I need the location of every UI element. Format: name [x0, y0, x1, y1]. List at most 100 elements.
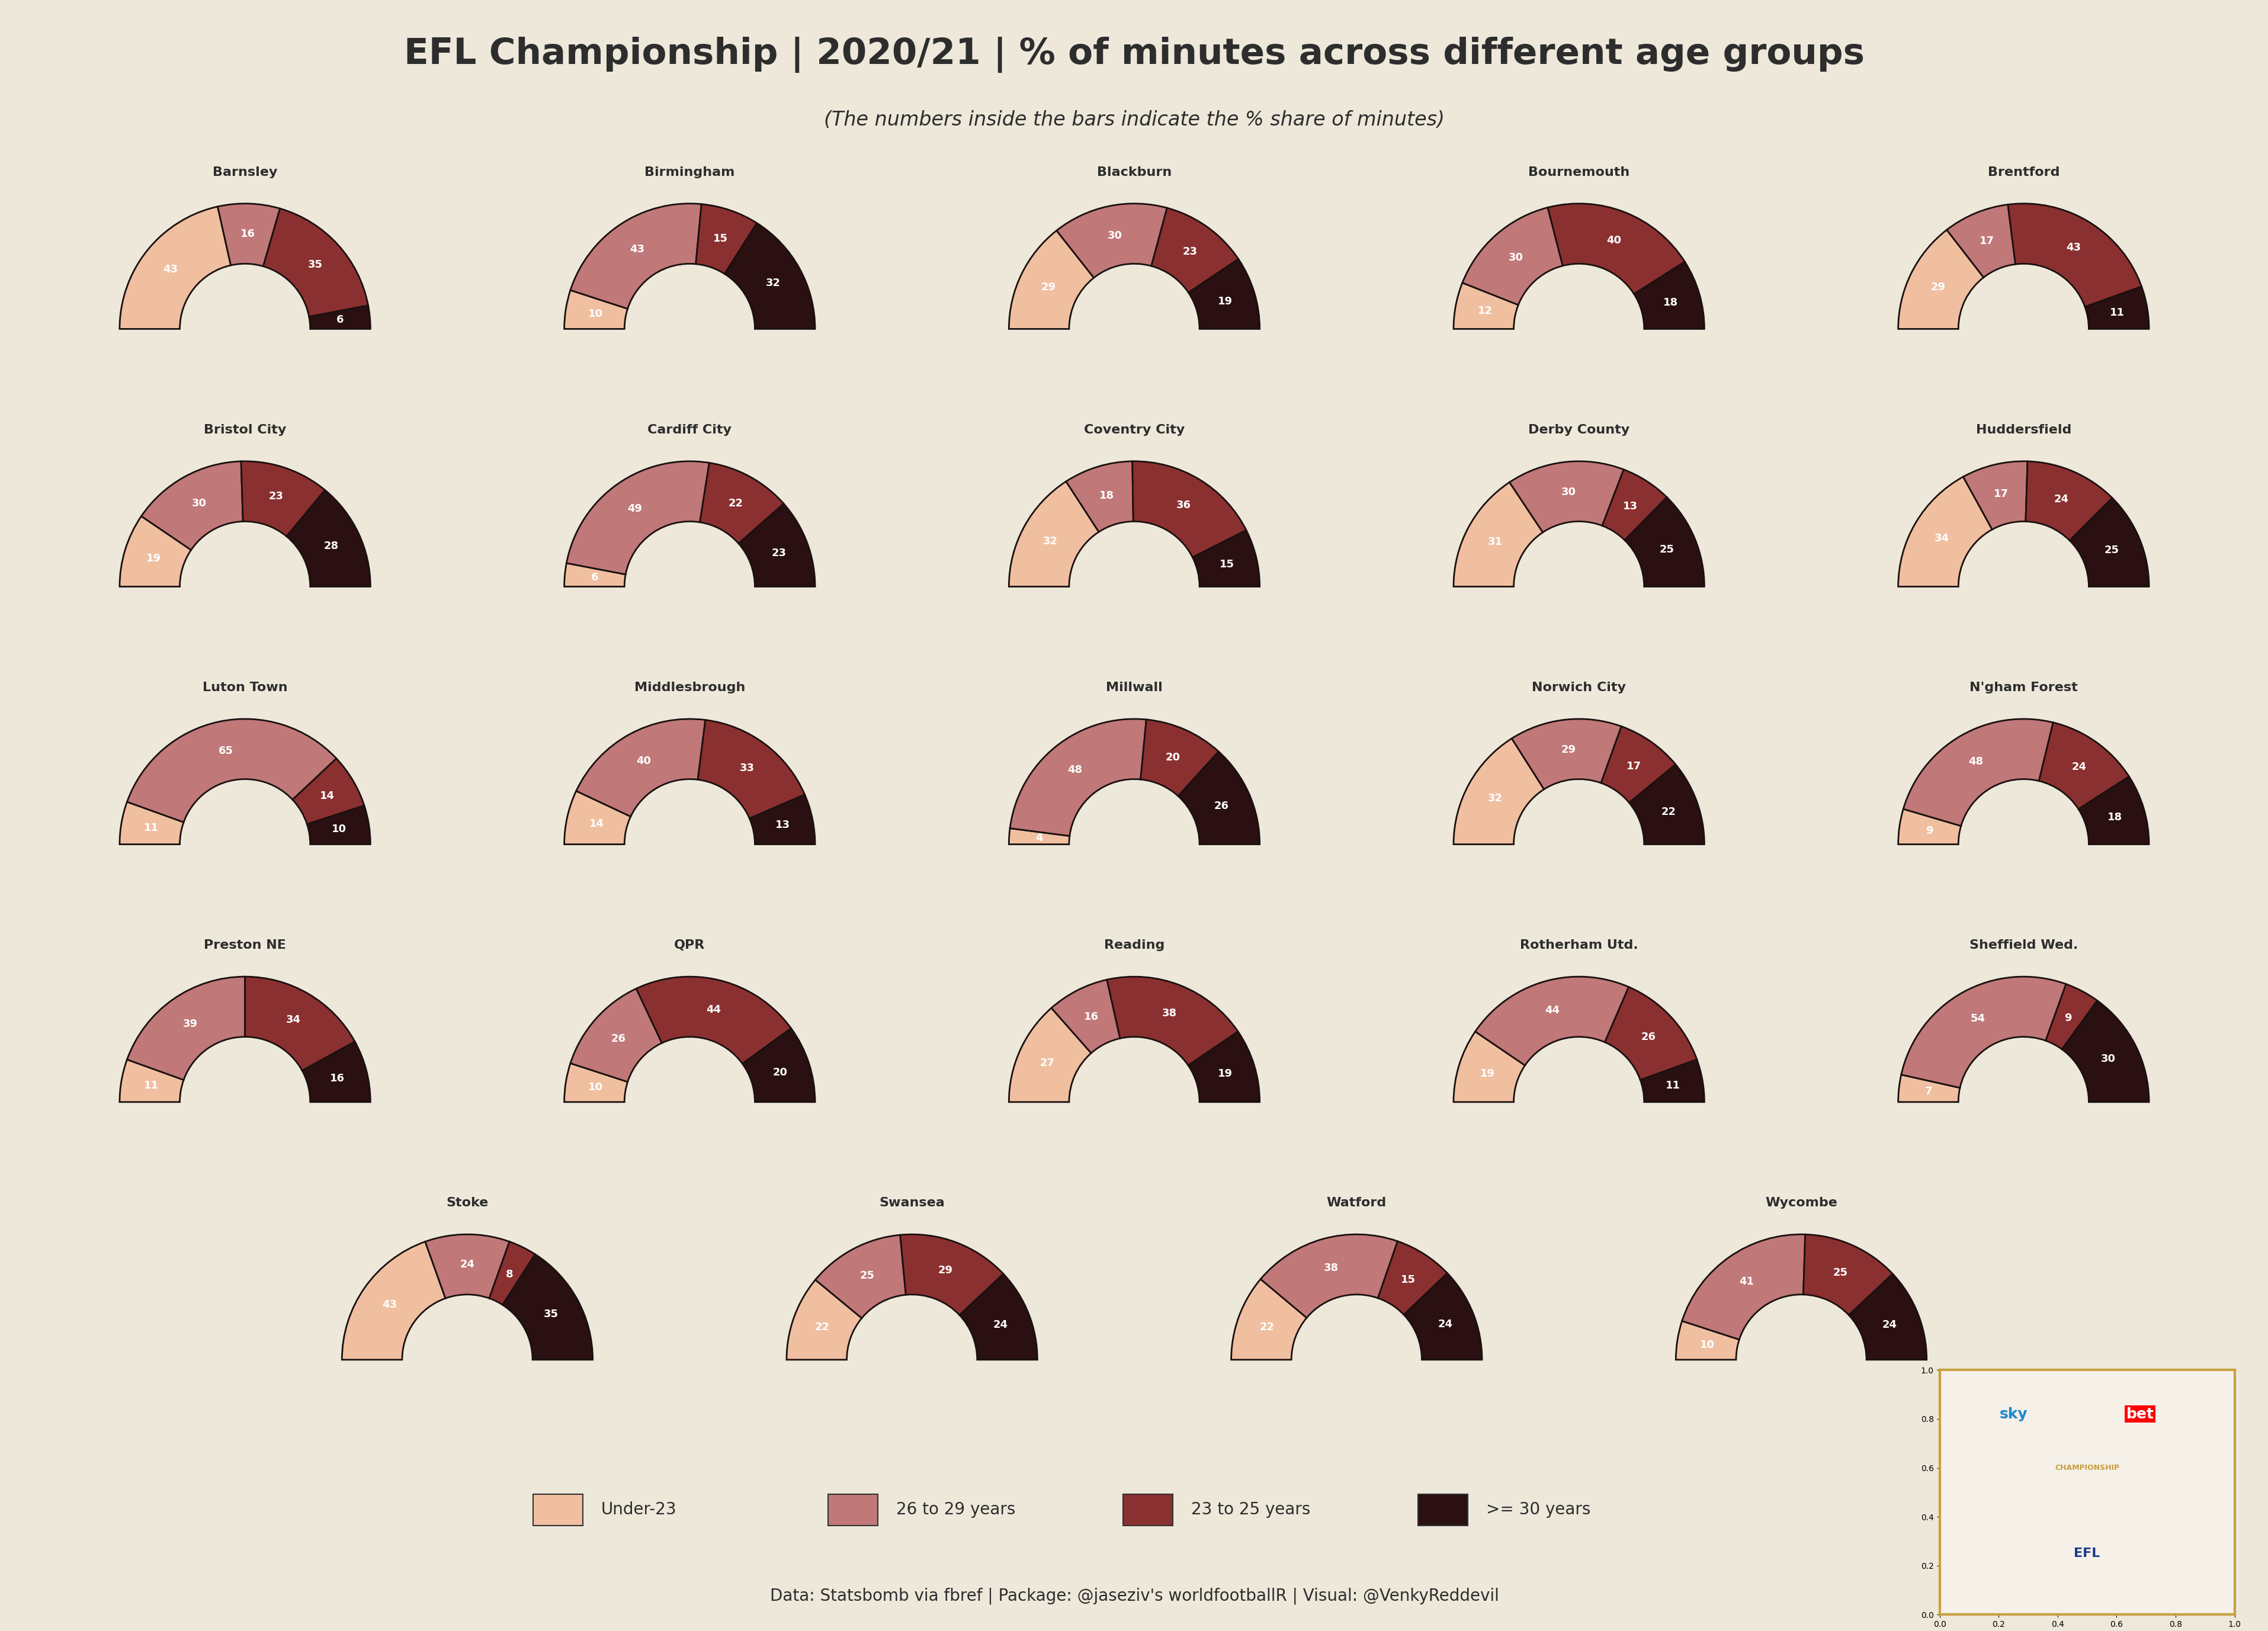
Text: 30: 30	[1508, 253, 1522, 263]
Text: 7: 7	[1926, 1086, 1932, 1098]
Wedge shape	[308, 305, 370, 329]
Wedge shape	[814, 1235, 905, 1318]
Text: 25: 25	[860, 1271, 875, 1280]
Text: 43: 43	[381, 1300, 397, 1310]
Wedge shape	[699, 463, 782, 543]
Text: 10: 10	[1699, 1339, 1715, 1350]
Text: Birmingham: Birmingham	[644, 166, 735, 178]
Text: 6: 6	[592, 572, 599, 582]
Text: 25: 25	[1833, 1267, 1848, 1279]
Wedge shape	[1132, 462, 1245, 558]
Text: 10: 10	[587, 308, 603, 320]
Text: 20: 20	[1166, 752, 1179, 763]
Text: Middlesbrough: Middlesbrough	[635, 682, 744, 693]
Text: 11: 11	[143, 822, 159, 833]
Wedge shape	[286, 489, 370, 587]
Text: Cardiff City: Cardiff City	[646, 424, 733, 435]
Wedge shape	[1454, 282, 1517, 329]
Text: 14: 14	[590, 819, 603, 829]
Text: 23: 23	[268, 491, 284, 502]
Wedge shape	[1404, 1274, 1481, 1360]
Text: 15: 15	[712, 233, 728, 245]
Text: 24: 24	[1438, 1319, 1452, 1329]
Wedge shape	[2025, 462, 2112, 540]
Text: 22: 22	[728, 497, 744, 509]
Wedge shape	[1547, 204, 1685, 294]
Text: 24: 24	[2053, 494, 2068, 504]
Text: QPR: QPR	[674, 939, 705, 951]
Wedge shape	[565, 1063, 628, 1103]
FancyBboxPatch shape	[828, 1494, 878, 1525]
Wedge shape	[2084, 287, 2148, 329]
Wedge shape	[1628, 765, 1703, 845]
Wedge shape	[120, 207, 231, 329]
Text: >= 30 years: >= 30 years	[1486, 1502, 1590, 1518]
Wedge shape	[1603, 987, 1696, 1080]
Text: CHAMPIONSHIP: CHAMPIONSHIP	[2055, 1465, 2118, 1471]
Wedge shape	[2077, 776, 2148, 845]
Text: Luton Town: Luton Town	[202, 682, 288, 693]
Wedge shape	[1377, 1241, 1447, 1315]
Wedge shape	[1898, 809, 1960, 845]
Text: Coventry City: Coventry City	[1084, 424, 1184, 435]
Wedge shape	[245, 977, 354, 1070]
Text: (The numbers inside the bars indicate the % share of minutes): (The numbers inside the bars indicate th…	[823, 111, 1445, 129]
Text: 44: 44	[705, 1005, 721, 1014]
Wedge shape	[1261, 1235, 1397, 1318]
Text: 30: 30	[1560, 486, 1576, 497]
Wedge shape	[2039, 723, 2127, 809]
Text: 32: 32	[767, 277, 780, 289]
Text: 48: 48	[1969, 757, 1982, 767]
Text: 22: 22	[1259, 1321, 1275, 1333]
Text: 32: 32	[1488, 793, 1501, 804]
Text: 26: 26	[610, 1034, 626, 1044]
Text: Norwich City: Norwich City	[1531, 682, 1626, 693]
Text: 10: 10	[331, 824, 347, 835]
Text: 17: 17	[1980, 235, 1994, 246]
Wedge shape	[1009, 829, 1068, 845]
Text: 13: 13	[776, 820, 789, 830]
Wedge shape	[120, 1060, 184, 1103]
Text: 18: 18	[1098, 491, 1114, 501]
Wedge shape	[739, 504, 814, 587]
Text: 26: 26	[1640, 1031, 1656, 1042]
Wedge shape	[1903, 719, 2053, 825]
Text: Wycombe: Wycombe	[1765, 1197, 1837, 1209]
Wedge shape	[1066, 462, 1134, 532]
Wedge shape	[120, 802, 184, 845]
Text: 19: 19	[1218, 1068, 1232, 1080]
Wedge shape	[1898, 1075, 1960, 1103]
Wedge shape	[1232, 1279, 1306, 1360]
Text: 6: 6	[336, 315, 342, 325]
Text: Huddersfield: Huddersfield	[1975, 424, 2071, 435]
Text: 14: 14	[320, 791, 333, 801]
Text: 20: 20	[773, 1067, 787, 1078]
Wedge shape	[900, 1235, 1002, 1315]
Wedge shape	[1848, 1274, 1926, 1360]
Text: 19: 19	[1481, 1068, 1495, 1080]
Wedge shape	[1898, 230, 1982, 329]
Text: 18: 18	[1662, 297, 1678, 308]
Text: 32: 32	[1043, 537, 1057, 546]
Text: 49: 49	[628, 504, 642, 514]
Text: Derby County: Derby County	[1529, 424, 1628, 435]
Text: Millwall: Millwall	[1107, 682, 1163, 693]
Text: sky: sky	[1998, 1408, 2028, 1421]
Text: 43: 43	[2066, 243, 2080, 253]
Text: 39: 39	[184, 1019, 197, 1029]
Wedge shape	[723, 223, 814, 329]
Wedge shape	[1454, 739, 1545, 845]
Text: 44: 44	[1545, 1005, 1560, 1016]
Wedge shape	[293, 758, 365, 824]
Wedge shape	[1803, 1235, 1892, 1315]
FancyBboxPatch shape	[533, 1494, 583, 1525]
Text: Brentford: Brentford	[1987, 166, 2059, 178]
Wedge shape	[1681, 1235, 1805, 1339]
Text: 17: 17	[1626, 762, 1640, 771]
Wedge shape	[576, 719, 705, 817]
Text: 24: 24	[2071, 762, 2087, 771]
Text: 23: 23	[1182, 246, 1198, 256]
Wedge shape	[1474, 977, 1628, 1065]
Wedge shape	[1946, 204, 2014, 277]
Text: 33: 33	[739, 763, 753, 773]
